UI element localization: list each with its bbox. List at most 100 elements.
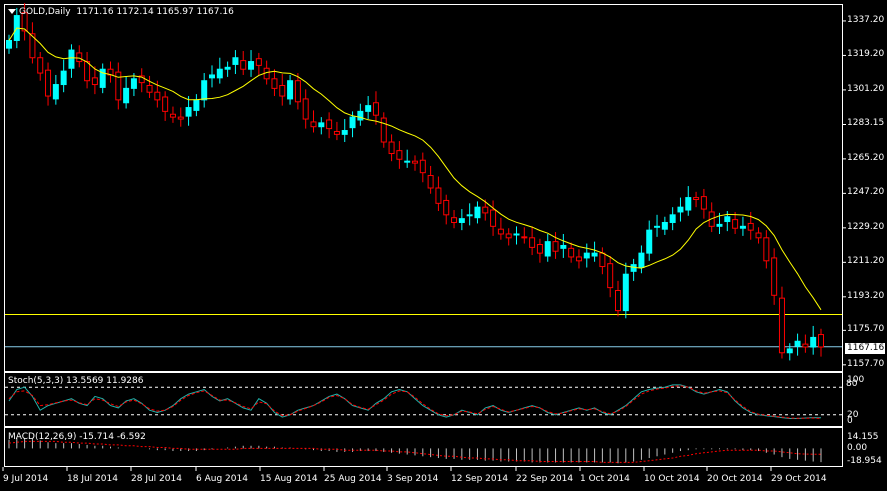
candle-body bbox=[700, 196, 707, 210]
date-tick-label: 1 Oct 2014 bbox=[580, 474, 630, 484]
symbol-label: GOLD,Daily bbox=[19, 7, 71, 17]
date-tick-label: 18 Jul 2014 bbox=[67, 474, 118, 484]
candle-body bbox=[771, 257, 778, 296]
price-tick-label: 1193.20 bbox=[847, 290, 885, 301]
candle-body bbox=[778, 297, 785, 354]
candle-body bbox=[240, 60, 247, 70]
candle-body bbox=[115, 71, 122, 101]
dropdown-triangle-icon bbox=[8, 9, 16, 14]
stoch-level-100: 100 bbox=[847, 375, 865, 385]
candle-body bbox=[654, 225, 661, 228]
candle-body bbox=[661, 221, 668, 230]
candle-body bbox=[568, 247, 575, 258]
candle-body bbox=[123, 87, 130, 104]
candle-body bbox=[388, 141, 395, 155]
candle-body bbox=[177, 116, 184, 120]
candle-body bbox=[52, 84, 59, 100]
candle-body bbox=[575, 256, 582, 262]
candle-body bbox=[146, 85, 153, 93]
candle-body bbox=[294, 80, 301, 103]
candle-body bbox=[341, 130, 348, 135]
date-tick-label: 29 Oct 2014 bbox=[771, 474, 827, 484]
candle-body bbox=[716, 223, 723, 227]
stoch-level-80: 80 bbox=[846, 379, 858, 389]
price-tick-label: 1337.20 bbox=[847, 14, 885, 25]
stochastic-pane[interactable] bbox=[4, 372, 843, 427]
candle-body bbox=[271, 78, 278, 89]
candle-body bbox=[216, 68, 223, 79]
candle-body bbox=[693, 197, 700, 200]
macd-title: MACD(12,26,9) -15.714 -6.592 bbox=[8, 432, 146, 442]
price-tick-label: 1283.15 bbox=[847, 118, 885, 129]
date-tick-label: 22 Sep 2014 bbox=[516, 474, 574, 484]
candle-body bbox=[76, 52, 83, 63]
price-pane[interactable] bbox=[4, 4, 843, 372]
candle-body bbox=[333, 130, 340, 135]
candle-body bbox=[677, 206, 684, 213]
candle-body bbox=[583, 252, 590, 259]
candle-body bbox=[490, 209, 497, 227]
candle-body bbox=[763, 237, 770, 262]
candle-body bbox=[419, 159, 426, 174]
candle-body bbox=[37, 57, 44, 74]
candle-body bbox=[810, 336, 817, 348]
price-tick-label: 1319.20 bbox=[847, 49, 885, 60]
stoch-signal-line bbox=[8, 385, 822, 419]
candle-body bbox=[466, 214, 473, 217]
candle-body bbox=[185, 107, 192, 117]
candle-body bbox=[84, 61, 91, 82]
candle-body bbox=[255, 58, 262, 66]
candle-body bbox=[68, 49, 75, 69]
candle-body bbox=[60, 70, 67, 86]
candle-body bbox=[443, 199, 450, 216]
candle-body bbox=[162, 96, 169, 112]
macd-pane[interactable] bbox=[4, 427, 843, 467]
candle-body bbox=[91, 77, 98, 86]
candle-body bbox=[138, 75, 145, 84]
candle-body bbox=[607, 263, 614, 289]
candle-body bbox=[130, 78, 137, 89]
candle-body bbox=[560, 244, 567, 249]
price-tick-label: 1247.20 bbox=[847, 187, 885, 198]
candle-body bbox=[497, 228, 504, 235]
candle-body bbox=[45, 69, 52, 97]
candle-body bbox=[318, 122, 325, 128]
candle-body bbox=[435, 187, 442, 204]
candle-body bbox=[287, 80, 294, 100]
candle-body bbox=[474, 206, 481, 219]
candle-body bbox=[380, 117, 387, 143]
candle-body bbox=[396, 150, 403, 160]
ohlc-values: 1171.16 1172.14 1165.97 1167.16 bbox=[76, 7, 234, 17]
date-tick-label: 10 Oct 2014 bbox=[644, 474, 700, 484]
candle-body bbox=[513, 233, 520, 236]
candle-body bbox=[209, 74, 215, 79]
candle-body bbox=[646, 229, 653, 254]
candle-body bbox=[248, 61, 255, 70]
candle-body bbox=[591, 252, 598, 257]
candle-body bbox=[349, 116, 356, 129]
date-tick-label: 28 Jul 2014 bbox=[131, 474, 182, 484]
stoch-main-line bbox=[8, 384, 822, 419]
candle-body bbox=[193, 99, 200, 111]
date-tick-label: 6 Aug 2014 bbox=[196, 474, 248, 484]
price-tick-label: 1157.70 bbox=[847, 358, 885, 369]
candle-body bbox=[755, 232, 762, 239]
candle-body bbox=[412, 160, 418, 164]
candle-body bbox=[739, 225, 746, 229]
candle-body bbox=[29, 33, 36, 59]
candle-body bbox=[552, 241, 559, 252]
candle-body bbox=[372, 102, 379, 116]
candle-body bbox=[404, 160, 411, 163]
candle-body bbox=[326, 119, 333, 130]
candle-body bbox=[685, 197, 692, 211]
candle-body bbox=[818, 334, 824, 348]
candle-body bbox=[302, 98, 309, 120]
candle-body bbox=[6, 39, 12, 49]
date-tick-label: 3 Sep 2014 bbox=[387, 474, 439, 484]
date-tick-label: 25 Aug 2014 bbox=[324, 474, 382, 484]
stoch-title: Stoch(5,3,3) 13.5569 11.9286 bbox=[8, 376, 144, 386]
date-tick-label: 12 Sep 2014 bbox=[451, 474, 509, 484]
candle-body bbox=[365, 105, 372, 112]
candle-body bbox=[638, 252, 645, 269]
